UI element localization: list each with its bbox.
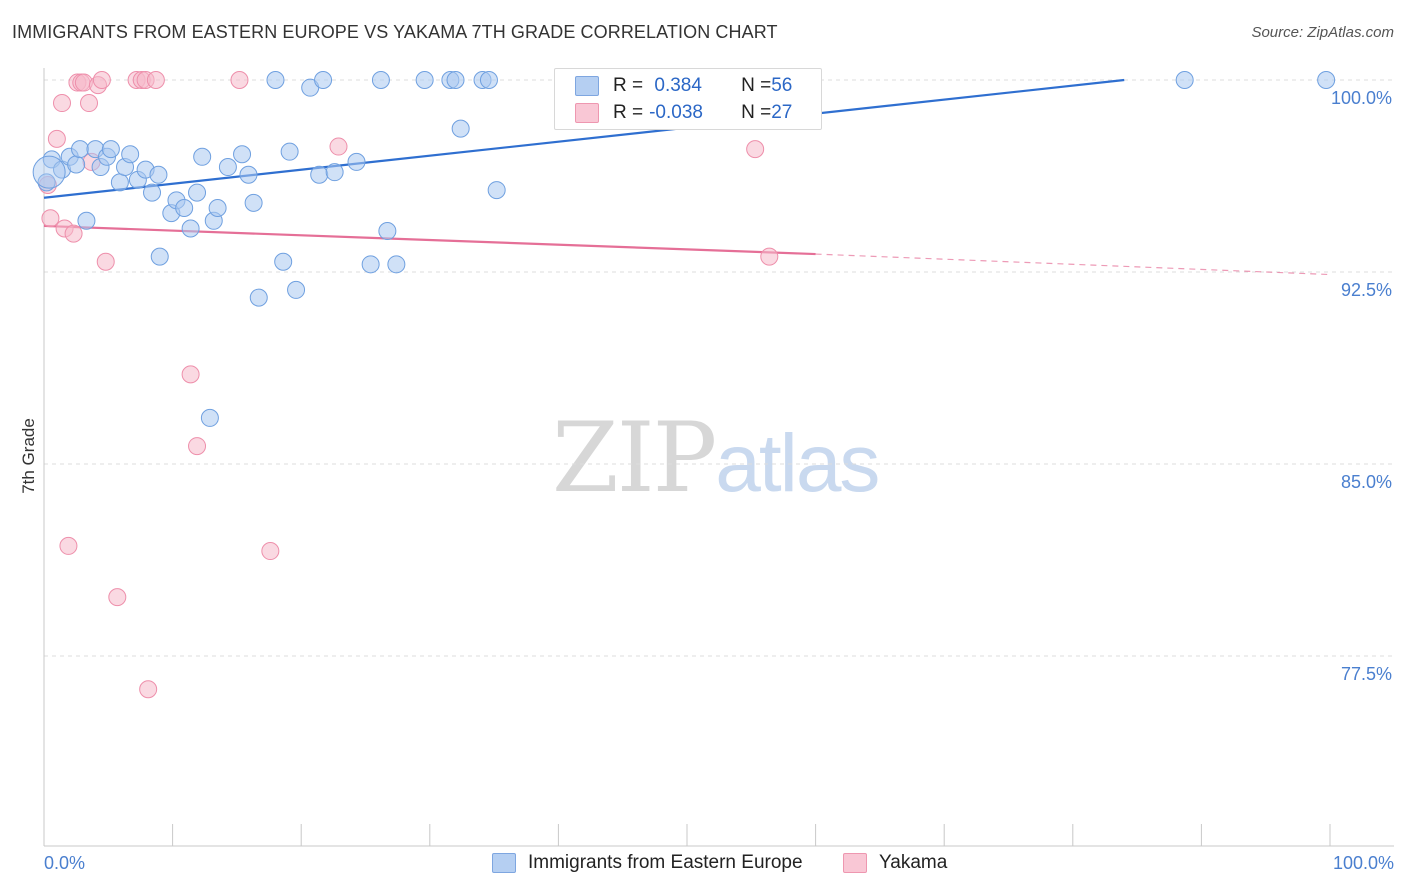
data-points [32, 71, 1336, 699]
point-yakama [746, 140, 765, 159]
point-eastern-europe [387, 255, 406, 274]
point-eastern-europe [415, 71, 434, 89]
point-eastern-europe [143, 183, 162, 202]
point-eastern-europe [446, 71, 465, 89]
point-yakama [64, 224, 83, 243]
point-yakama [261, 542, 280, 561]
legend-n-label: N = [741, 102, 772, 123]
bottom-legend-eastern-europe: Immigrants from Eastern Europe [492, 852, 803, 874]
x-tick-label: 0.0% [44, 853, 85, 873]
point-eastern-europe [347, 152, 366, 171]
point-yakama [59, 536, 78, 555]
point-yakama [188, 437, 207, 456]
point-eastern-europe [280, 142, 299, 161]
legend-row-eastern-europe: R = 0.384 N = 56 [575, 73, 792, 99]
point-yakama [760, 247, 779, 266]
point-yakama [47, 129, 66, 148]
point-yakama [41, 209, 60, 228]
legend-box: R = 0.384 N = 56 R = -0.038 N = 27 [554, 68, 822, 130]
point-eastern-europe [239, 165, 258, 184]
point-eastern-europe [249, 288, 268, 307]
point-eastern-europe [1317, 71, 1336, 89]
legend-r-label: R = [613, 102, 644, 123]
point-eastern-europe [479, 71, 498, 89]
y-tick-label: 77.5% [1341, 664, 1392, 684]
point-eastern-europe [193, 147, 212, 166]
y-axis-label: 7th Grade [19, 418, 38, 494]
point-yakama [53, 94, 72, 113]
legend-row-yakama: R = -0.038 N = 27 [575, 100, 792, 126]
point-eastern-europe [378, 222, 397, 241]
point-yakama [230, 71, 249, 89]
point-eastern-europe [371, 71, 390, 89]
point-eastern-europe [149, 165, 168, 184]
y-tick-label: 85.0% [1341, 472, 1392, 492]
point-eastern-europe [175, 199, 194, 217]
trend-line-eastern-europe [43, 78, 1125, 199]
legend-r-value: 0.384 [649, 75, 702, 96]
point-eastern-europe [181, 219, 200, 238]
point-eastern-europe [150, 247, 169, 266]
legend-swatch-yakama [575, 103, 599, 123]
point-eastern-europe [274, 252, 293, 271]
point-yakama [80, 94, 99, 113]
bottom-legend-label-eastern-europe: Immigrants from Eastern Europe [528, 852, 803, 873]
point-yakama [146, 71, 165, 89]
axes [43, 68, 1394, 847]
legend-r-value: -0.038 [649, 102, 703, 123]
point-eastern-europe-cluster [32, 155, 66, 189]
point-eastern-europe [487, 181, 506, 200]
point-yakama [139, 680, 158, 699]
point-eastern-europe [77, 211, 96, 230]
point-yakama [181, 365, 200, 384]
point-eastern-europe [67, 155, 86, 174]
point-eastern-europe [233, 145, 252, 164]
point-yakama [108, 588, 127, 607]
point-eastern-europe [218, 158, 237, 177]
y-tick-label: 100.0% [1331, 88, 1392, 108]
point-eastern-europe [361, 255, 380, 274]
watermark-zip: ZIP [552, 402, 717, 514]
point-eastern-europe [287, 280, 306, 299]
point-eastern-europe [101, 140, 120, 159]
point-yakama [329, 137, 348, 156]
bottom-legend-swatch-yakama [843, 853, 867, 873]
point-eastern-europe [314, 71, 333, 89]
trend-line-yakama-extension [815, 253, 1331, 276]
bottom-legend-yakama: Yakama [843, 852, 947, 874]
point-eastern-europe [266, 71, 285, 89]
point-eastern-europe [310, 165, 329, 184]
point-eastern-europe [71, 140, 90, 159]
point-yakama [96, 252, 115, 271]
bottom-legend-swatch-eastern-europe [492, 853, 516, 873]
point-eastern-europe [325, 163, 344, 182]
trend-lines [43, 78, 1331, 276]
point-eastern-europe [121, 145, 140, 164]
trend-line-yakama [43, 224, 816, 256]
legend-n-label: N = [741, 75, 772, 96]
bottom-legend-label-yakama: Yakama [879, 852, 948, 873]
y-tick-label: 92.5% [1341, 280, 1392, 300]
point-eastern-europe [451, 119, 470, 138]
chart-title: IMMIGRANTS FROM EASTERN EUROPE VS YAKAMA… [12, 22, 778, 42]
point-eastern-europe [244, 193, 263, 212]
legend-n-value: 56 [771, 75, 793, 96]
legend-swatch-eastern-europe [575, 76, 599, 96]
point-eastern-europe [110, 173, 129, 192]
legend-r-label: R = [613, 75, 644, 96]
point-eastern-europe [208, 199, 227, 217]
point-eastern-europe [1175, 71, 1194, 89]
point-eastern-europe [188, 183, 207, 202]
x-tick-label: 100.0% [1333, 853, 1394, 873]
axis-labels: 100.0% 92.5% 85.0% 77.5% 0.0% 100.0% 7th Grade [19, 88, 1394, 873]
legend-n-value: 27 [771, 102, 793, 123]
source-label: Source: ZipAtlas.com [1251, 24, 1394, 41]
point-yakama [92, 71, 111, 89]
point-eastern-europe [200, 408, 219, 427]
